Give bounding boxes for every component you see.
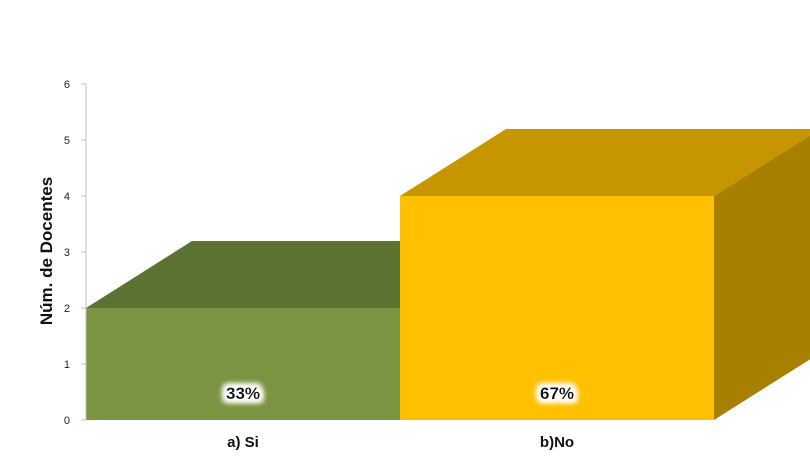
data-label: 33%	[226, 384, 260, 403]
y-tick-label: 3	[64, 247, 70, 259]
y-tick-label: 0	[64, 415, 70, 427]
y-tick-label: 1	[64, 359, 70, 371]
bars-layer	[86, 129, 810, 420]
y-tick-label: 5	[64, 135, 70, 147]
y-tick-label: 2	[64, 303, 70, 315]
y-tick-label: 6	[64, 79, 70, 91]
bar-top	[400, 129, 810, 196]
y-axis-title: Núm. de Docentes	[37, 177, 56, 325]
bar-front	[400, 196, 714, 420]
bar-side	[714, 135, 810, 420]
labels-layer: a) Si 33% b)No 67%	[226, 384, 574, 451]
y-tick-label: 4	[64, 191, 70, 203]
category-label: b)No	[540, 434, 574, 451]
bar-front	[86, 308, 400, 420]
category-label: a) Si	[227, 434, 259, 451]
y-axis: 0 1 2 3 4 5 6	[64, 79, 87, 427]
data-label: 67%	[540, 384, 574, 403]
